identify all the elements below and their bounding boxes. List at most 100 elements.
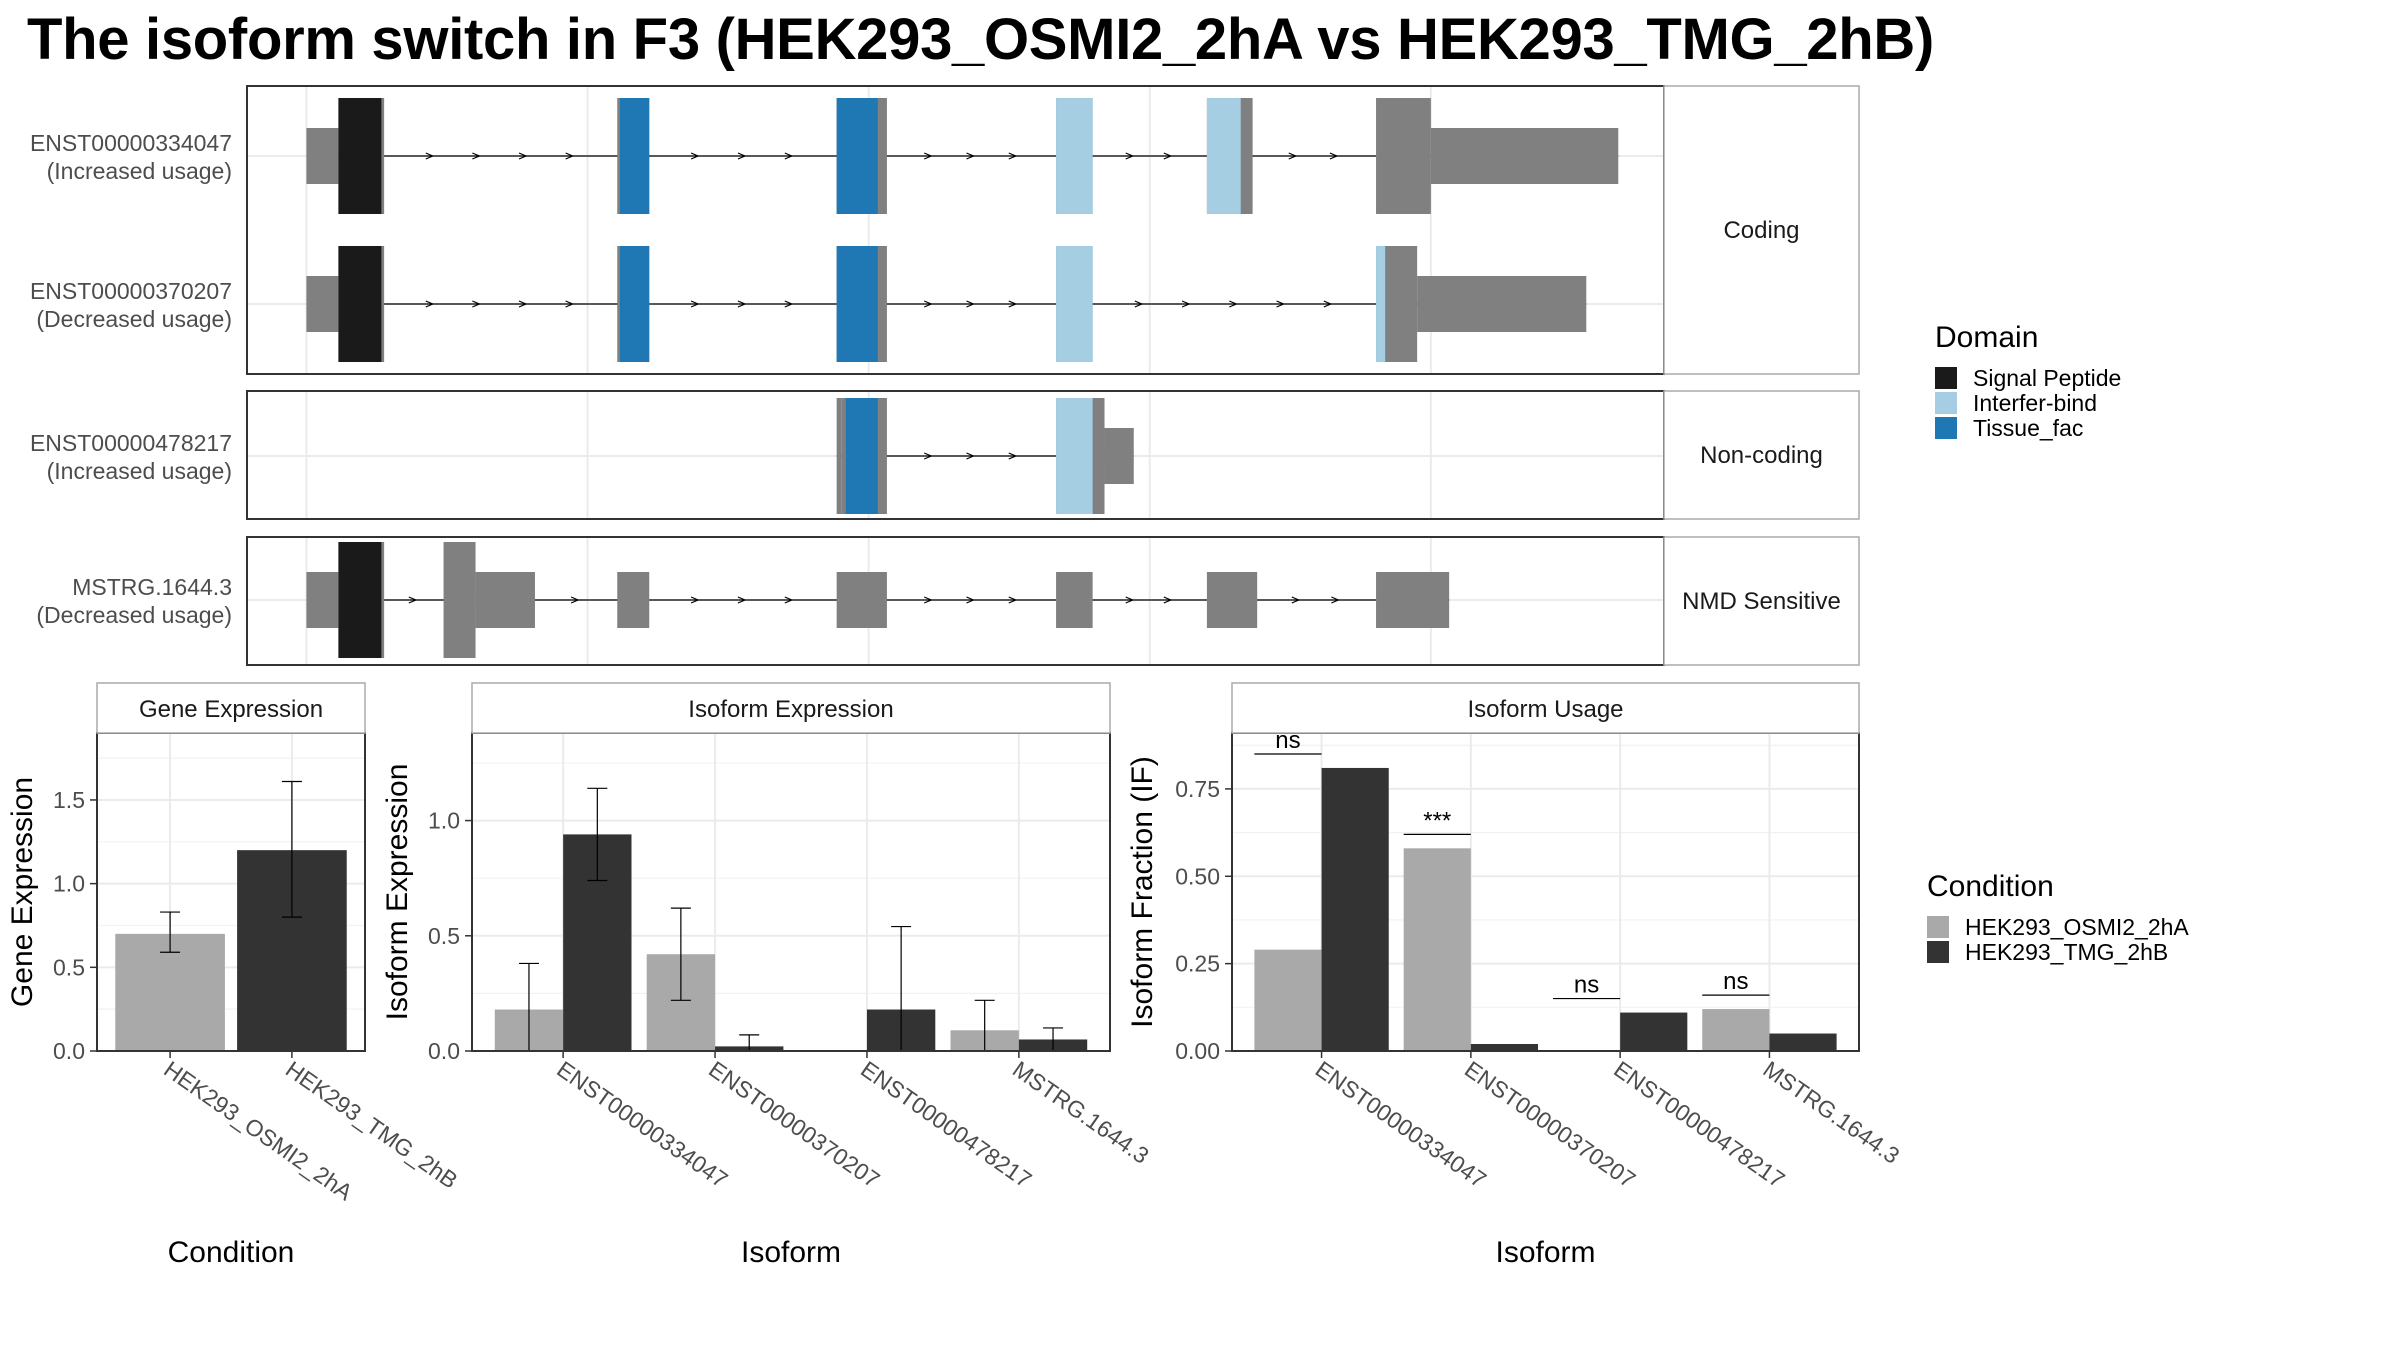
domain-signal-peptide (338, 246, 382, 362)
exon (306, 572, 339, 628)
chart-title: Isoform Expression (688, 696, 893, 723)
intron-arrow (472, 152, 481, 160)
x-axis-label: Isoform (741, 1236, 841, 1269)
legend-key (1935, 392, 1957, 414)
intron-arrow (565, 300, 575, 308)
intron-arrow (737, 596, 747, 604)
bar (1254, 949, 1322, 1051)
transcript-ENST00000334047: ENST00000334047(Increased usage) (30, 98, 1619, 214)
transcript-panel-1: ENST00000334047(Increased usage)ENST0000… (30, 85, 1860, 375)
intron-arrow (966, 452, 976, 460)
expression-bar-charts: 0.00.51.01.5HEK293_OSMI2_2hAHEK293_TMG_2… (6, 682, 1904, 1269)
y-tick-label: 1.0 (53, 871, 85, 897)
legend-label: Interfer-bind (1973, 390, 2097, 416)
transcript-id-label: ENST00000370207 (30, 278, 232, 304)
intron-arrow (1181, 300, 1191, 308)
facet-strip (1663, 85, 1860, 375)
exon (1376, 572, 1450, 628)
transcript-ENST00000478217: ENST00000478217(Increased usage) (30, 398, 1134, 514)
intron-arrow (1331, 596, 1340, 604)
legend-label: Signal Peptide (1973, 365, 2121, 391)
exon (306, 276, 339, 332)
intron-arrow (472, 300, 481, 308)
domain-tissue-fac (836, 246, 878, 362)
intron-arrow (1008, 300, 1018, 308)
exon (1056, 572, 1093, 628)
y-tick-label: 0.75 (1175, 776, 1220, 802)
legend-title: Condition (1927, 870, 2054, 903)
transcript-usage-label: (Increased usage) (47, 458, 232, 484)
chart-isoform-expression: 0.00.51.0ENST00000334047ENST00000370207E… (381, 682, 1154, 1269)
intron-arrow (1291, 596, 1301, 604)
facet-strip-label: NMD Sensitive (1682, 588, 1841, 615)
legend-label: HEK293_TMG_2hB (1965, 939, 2168, 965)
facet-strip (96, 682, 366, 734)
y-tick-label: 1.0 (428, 808, 460, 834)
bar (1321, 767, 1389, 1051)
intron-arrow (923, 596, 933, 604)
exon (1430, 128, 1619, 184)
domain-legend: Domain Signal PeptideInterfer-bindTissue_… (1935, 321, 2121, 441)
chart-title: Isoform Usage (1467, 696, 1623, 723)
facet-strip (1663, 390, 1860, 520)
bar (1702, 1009, 1770, 1051)
exon (836, 572, 887, 628)
legend-label: HEK293_OSMI2_2hA (1965, 914, 2189, 940)
transcript-panel-2: ENST00000478217(Increased usage) Non-codi… (30, 390, 1860, 520)
bar (1769, 1033, 1837, 1051)
intron-arrow (1008, 452, 1018, 460)
intron-arrow (425, 300, 435, 308)
intron-arrow (408, 596, 418, 604)
intron-arrow (737, 300, 747, 308)
error-bar (587, 787, 608, 882)
exon (1206, 572, 1258, 628)
intron-arrow (518, 152, 528, 160)
significance-label: ns (1574, 972, 1599, 999)
intron-arrow (565, 152, 575, 160)
legend-key (1935, 367, 1957, 389)
facet-strip-label: Coding (1723, 217, 1799, 244)
facet-strip-label: Non-coding (1700, 442, 1823, 469)
y-tick-label: 0.5 (53, 954, 85, 980)
facet-strip (471, 682, 1111, 734)
significance-label: ns (1723, 968, 1748, 995)
facet-strip (1663, 536, 1860, 666)
intron-arrow (923, 300, 933, 308)
intron-arrow (966, 596, 976, 604)
legend-label: Tissue_fac (1973, 415, 2083, 441)
intron-arrow (966, 152, 976, 160)
domain-tissue-fac (836, 98, 878, 214)
intron-arrow (690, 152, 700, 160)
intron-arrow (966, 300, 976, 308)
intron-arrow (1323, 300, 1333, 308)
intron-arrow (1276, 300, 1286, 308)
intron-arrow (784, 596, 794, 604)
transcript-id-label: ENST00000334047 (30, 130, 232, 156)
y-tick-label: 0.0 (428, 1038, 460, 1064)
transcript-usage-label: (Increased usage) (47, 158, 232, 184)
domain-interfer-bind (1056, 246, 1093, 362)
y-tick-label: 0.00 (1175, 1038, 1220, 1064)
exon (836, 398, 842, 514)
domain-interfer-bind (1056, 398, 1093, 514)
domain-tissue-fac (845, 398, 878, 514)
legends: Domain Signal PeptideInterfer-bindTissue_… (1927, 321, 2189, 965)
exon (443, 542, 476, 658)
transcript-panel-3: MSTRG.1644.3(Decreased usage) NMD Sensiti… (36, 536, 1860, 666)
intron-arrow (1134, 300, 1144, 308)
facet-strip (1231, 682, 1860, 734)
legend-key (1927, 916, 1949, 938)
exon (1104, 428, 1134, 484)
y-tick-label: 0.50 (1175, 863, 1220, 889)
transcript-ENST00000370207: ENST00000370207(Decreased usage) (30, 246, 1587, 362)
domain-signal-peptide (338, 98, 382, 214)
legend-key (1935, 417, 1957, 439)
intron-arrow (1288, 152, 1298, 160)
domain-interfer-bind (1376, 246, 1386, 362)
intron-arrow (784, 300, 794, 308)
transcript-id-label: MSTRG.1644.3 (72, 574, 232, 600)
intron-arrow (1008, 596, 1018, 604)
significance-label: *** (1423, 807, 1451, 834)
error-bar (281, 780, 302, 918)
